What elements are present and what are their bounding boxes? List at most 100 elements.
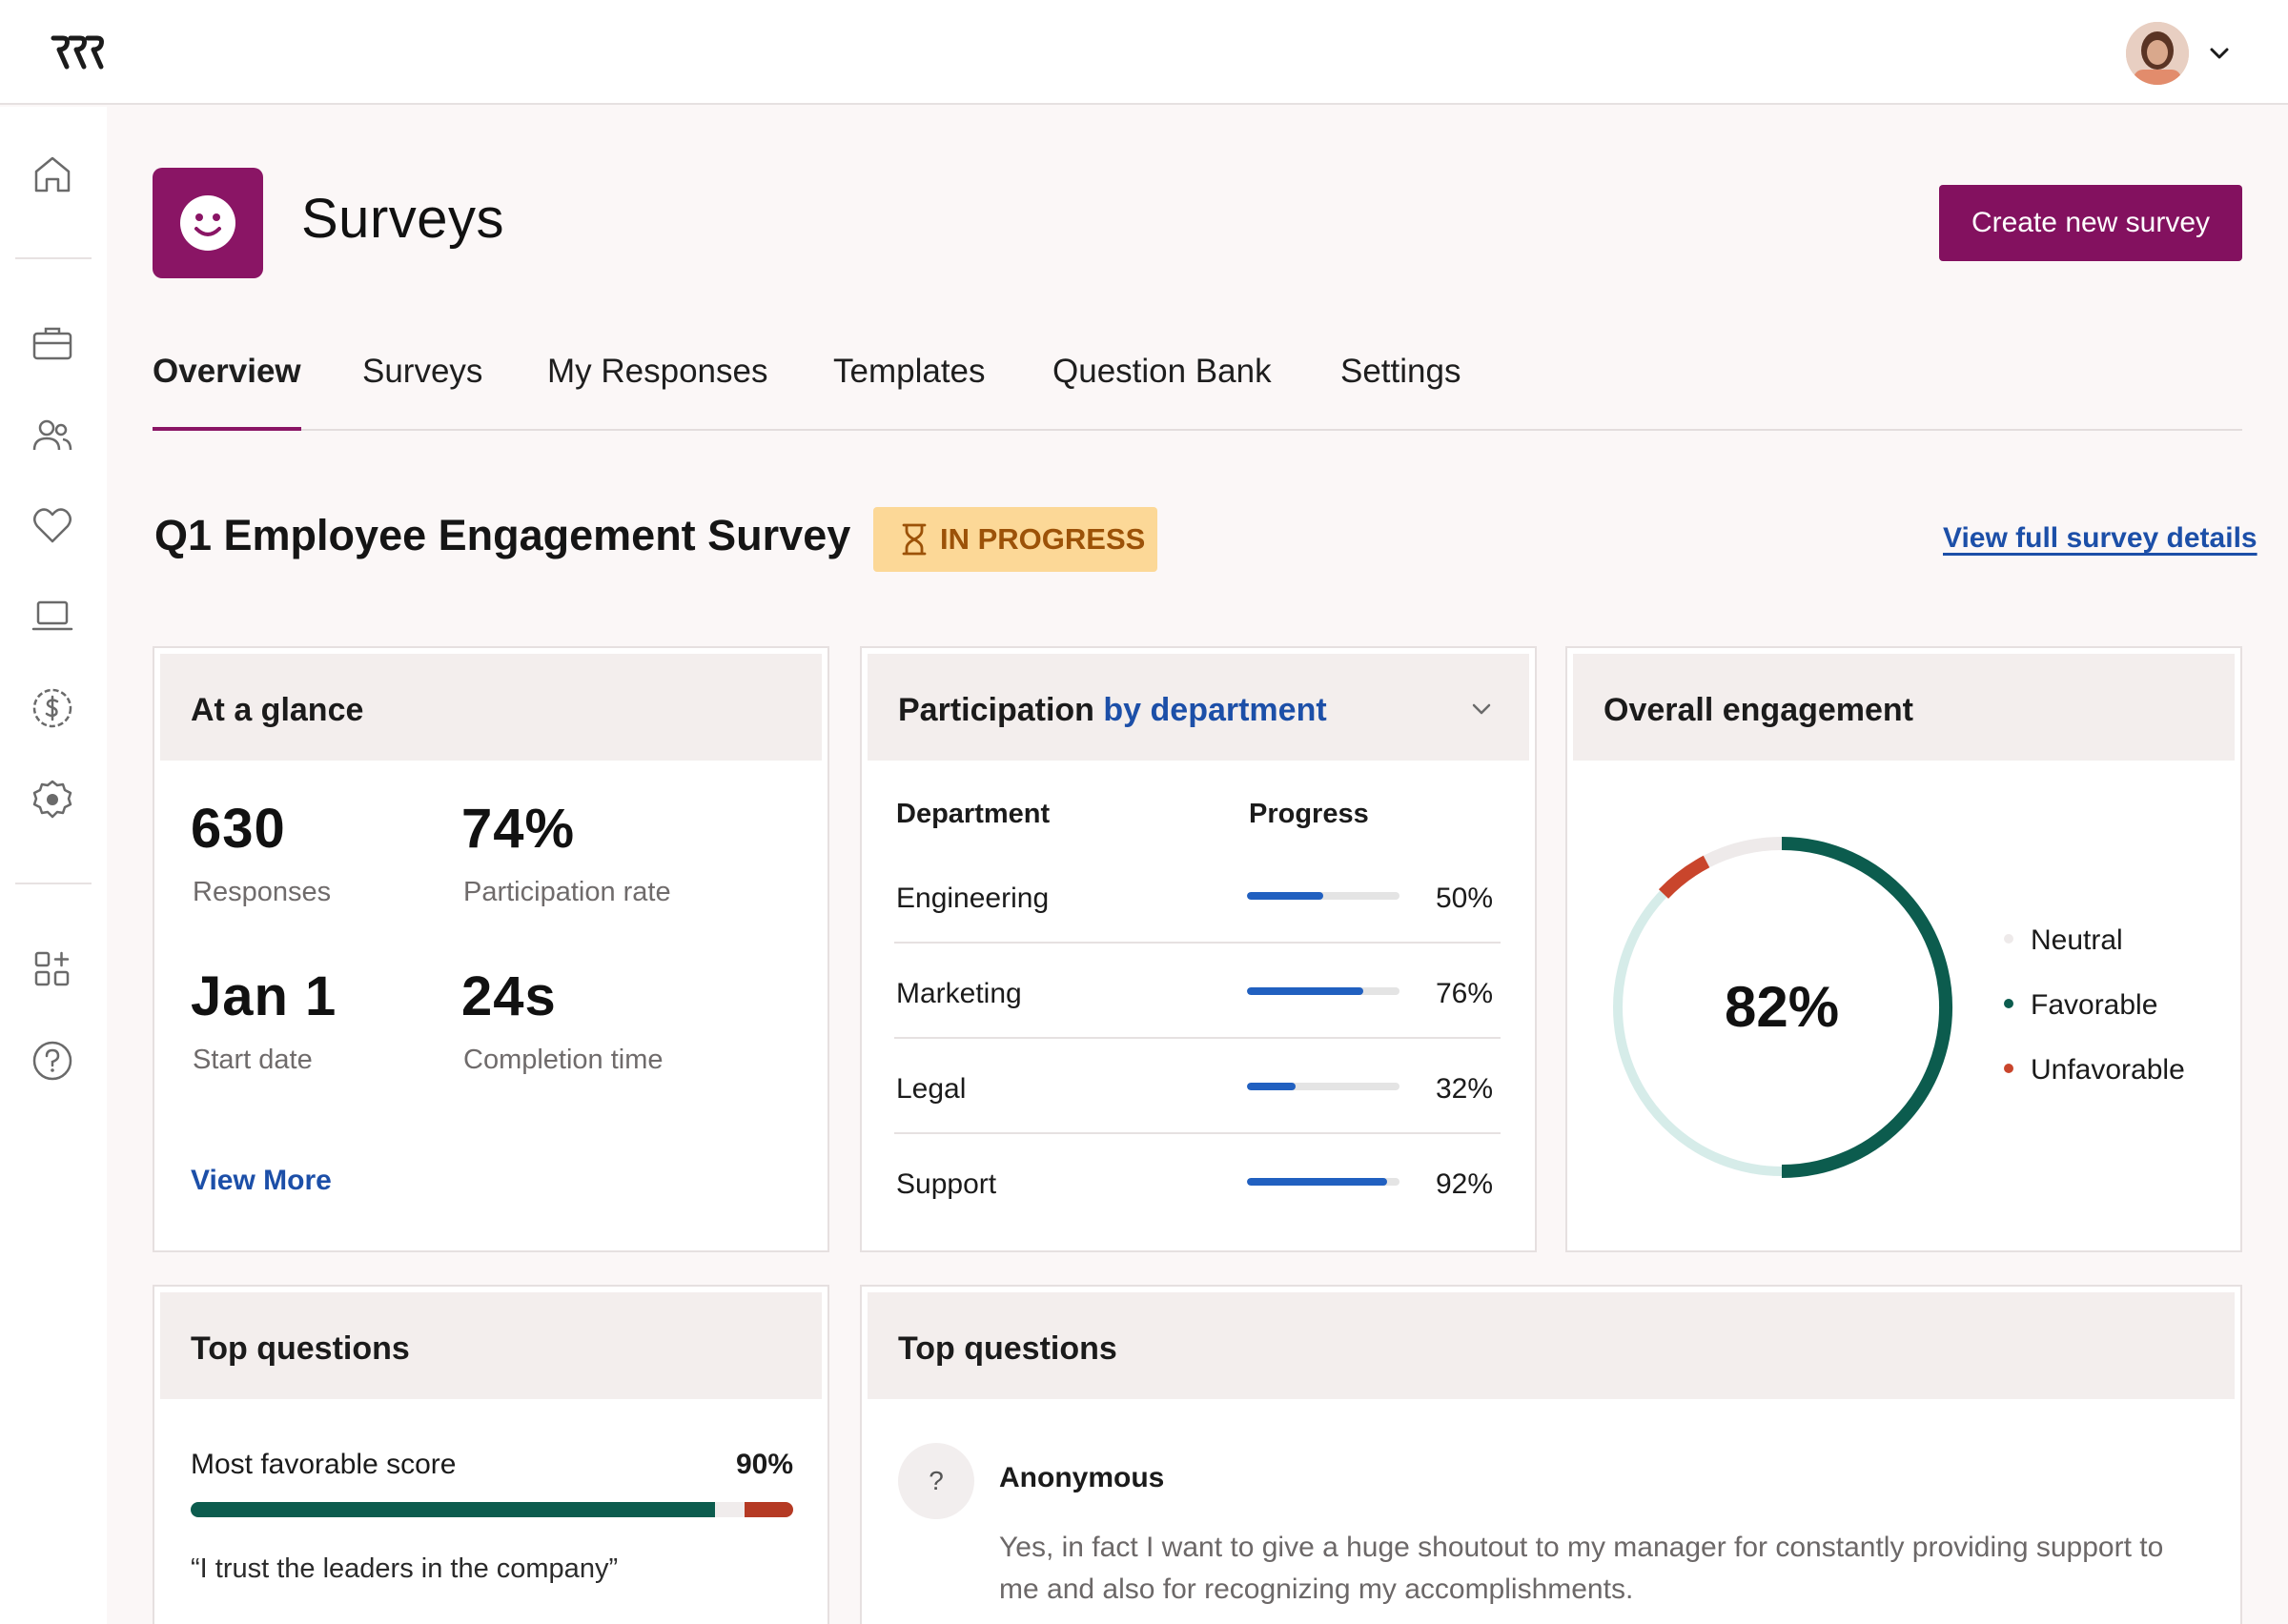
responses-value: 630 xyxy=(191,798,286,860)
briefcase-icon[interactable] xyxy=(31,322,74,366)
card-title: Participation by department xyxy=(898,692,1327,729)
neutral-arc xyxy=(1703,836,1783,868)
smiley-icon xyxy=(180,195,235,251)
top-comments-card: Top questions ? Anonymous Yes, in fact I… xyxy=(860,1285,2242,1624)
comment-text: Yes, in fact I want to give a huge shout… xyxy=(999,1532,2164,1605)
legend-unfavorable: Unfavorable xyxy=(2004,1054,2185,1086)
page-title: Surveys xyxy=(301,188,505,250)
card-title: Top questions xyxy=(898,1330,1117,1367)
participation-rate-label: Participation rate xyxy=(463,877,671,907)
logo[interactable] xyxy=(50,32,107,72)
favorable-arc xyxy=(1781,837,1952,1178)
department-row: Marketing 76% xyxy=(894,944,1501,1039)
status-badge: IN PROGRESS xyxy=(873,507,1157,572)
neutral-segment xyxy=(714,1502,746,1517)
department-column-header: Department xyxy=(896,799,1051,829)
legend-label: Favorable xyxy=(2031,989,2158,1021)
home-icon[interactable] xyxy=(31,152,74,196)
department-name: Marketing xyxy=(896,978,1022,1009)
legend-dot xyxy=(2004,934,2013,944)
department-filter-label[interactable]: by department xyxy=(1103,692,1327,728)
card-header[interactable]: Participation by department xyxy=(868,654,1529,761)
user-avatar[interactable] xyxy=(2126,22,2189,85)
unfavorable-arc xyxy=(1658,855,1710,899)
hourglass-icon xyxy=(902,523,927,556)
unfavorable-segment xyxy=(745,1502,793,1517)
surveys-app-icon xyxy=(153,168,263,278)
chevron-down-icon[interactable] xyxy=(2206,42,2233,65)
progress-bar xyxy=(1247,987,1399,995)
engagement-donut-chart: 82% xyxy=(1613,836,1952,1178)
progress-percent: 76% xyxy=(1435,978,1493,1009)
progress-bar xyxy=(1247,1178,1399,1186)
dollar-icon[interactable] xyxy=(31,686,74,730)
department-name: Legal xyxy=(896,1073,967,1105)
progress-percent: 32% xyxy=(1435,1073,1493,1105)
participation-rate-value: 74% xyxy=(461,798,576,860)
sidebar xyxy=(0,107,107,1624)
view-survey-details-link[interactable]: View full survey details xyxy=(1943,522,2257,554)
progress-column-header: Progress xyxy=(1249,799,1369,829)
people-icon[interactable] xyxy=(31,414,74,457)
survey-title: Q1 Employee Engagement Survey xyxy=(154,511,851,559)
start-date-value: Jan 1 xyxy=(191,965,337,1027)
progress-percent: 50% xyxy=(1435,883,1493,914)
comment-author: Anonymous xyxy=(999,1462,1165,1493)
score-label: Most favorable score xyxy=(191,1449,457,1480)
question-quote: “I trust the leaders in the company” xyxy=(191,1553,619,1584)
department-row: Support 92% xyxy=(894,1134,1501,1229)
card-header: Overall engagement xyxy=(1573,654,2235,761)
legend-label: Unfavorable xyxy=(2031,1054,2185,1086)
legend-neutral: Neutral xyxy=(2004,924,2123,957)
legend-favorable: Favorable xyxy=(2004,989,2157,1022)
responses-label: Responses xyxy=(193,877,332,907)
status-text: IN PROGRESS xyxy=(940,522,1146,556)
tab-question-bank[interactable]: Question Bank xyxy=(1052,353,1272,390)
completion-time-value: 24s xyxy=(461,965,557,1027)
favorable-segment xyxy=(191,1502,715,1517)
legend-label: Neutral xyxy=(2031,924,2123,956)
top-bar xyxy=(0,0,2288,105)
card-header: Top questions xyxy=(868,1292,2235,1399)
department-name: Engineering xyxy=(896,883,1050,914)
participation-card: Participation by department Department P… xyxy=(860,646,1537,1252)
laptop-icon[interactable] xyxy=(31,595,74,639)
tab-surveys[interactable]: Surveys xyxy=(362,353,483,390)
start-date-label: Start date xyxy=(193,1045,313,1075)
department-row: Engineering 50% xyxy=(894,848,1501,944)
tab-bar: Overview Surveys My Responses Templates … xyxy=(153,343,2242,431)
tab-my-responses[interactable]: My Responses xyxy=(547,353,768,390)
active-tab-indicator xyxy=(153,427,301,431)
settings-icon[interactable] xyxy=(31,778,74,822)
card-title: At a glance xyxy=(191,692,364,728)
tab-overview[interactable]: Overview xyxy=(153,353,301,390)
card-title: Top questions xyxy=(191,1330,410,1367)
tab-templates[interactable]: Templates xyxy=(833,353,986,390)
progress-bar xyxy=(1247,892,1399,900)
apps-icon[interactable] xyxy=(31,947,74,991)
completion-time-label: Completion time xyxy=(463,1045,664,1075)
sidebar-divider xyxy=(15,257,92,259)
card-header: At a glance xyxy=(160,654,822,761)
legend-dot xyxy=(2004,1064,2013,1074)
chevron-down-icon[interactable] xyxy=(1468,698,1495,721)
anonymous-avatar: ? xyxy=(898,1443,974,1519)
legend-dot xyxy=(2004,999,2013,1009)
department-row: Legal 32% xyxy=(894,1039,1501,1134)
progress-percent: 92% xyxy=(1435,1168,1493,1200)
top-questions-card: Top questions Most favorable score 90% “… xyxy=(153,1285,829,1624)
score-bar xyxy=(191,1502,793,1517)
help-icon[interactable] xyxy=(31,1039,74,1083)
tab-settings[interactable]: Settings xyxy=(1340,353,1461,390)
at-a-glance-card: At a glance 630 Responses 74% Participat… xyxy=(153,646,829,1252)
card-header: Top questions xyxy=(160,1292,822,1399)
heart-icon[interactable] xyxy=(31,503,74,547)
progress-bar xyxy=(1247,1083,1399,1090)
engagement-value: 82% xyxy=(1725,975,1839,1039)
card-title-text: Participation xyxy=(898,692,1094,728)
view-more-link[interactable]: View More xyxy=(191,1165,332,1196)
sidebar-divider xyxy=(15,883,92,884)
department-name: Support xyxy=(896,1168,997,1200)
create-survey-button[interactable]: Create new survey xyxy=(1939,185,2242,261)
card-title: Overall engagement xyxy=(1604,692,1914,728)
